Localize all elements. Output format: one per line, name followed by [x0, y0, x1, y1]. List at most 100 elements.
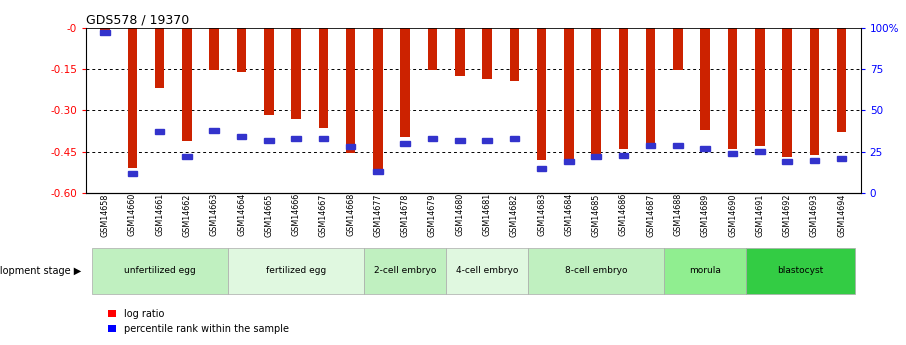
Bar [482, 28, 492, 79]
Text: GSM14684: GSM14684 [564, 193, 573, 236]
Bar [509, 136, 519, 141]
Text: GSM14683: GSM14683 [537, 193, 546, 236]
Text: fertilized egg: fertilized egg [266, 266, 326, 275]
Bar [400, 141, 410, 146]
Bar [782, 28, 792, 157]
FancyBboxPatch shape [228, 248, 364, 294]
FancyBboxPatch shape [664, 248, 747, 294]
Text: GSM14678: GSM14678 [400, 193, 410, 237]
Bar [782, 159, 792, 164]
Text: GSM14686: GSM14686 [619, 193, 628, 236]
Bar [837, 28, 846, 132]
Text: GSM14694: GSM14694 [837, 193, 846, 237]
Text: GSM14680: GSM14680 [455, 193, 464, 236]
Text: GSM14679: GSM14679 [428, 193, 437, 237]
Text: blastocyst: blastocyst [777, 266, 824, 275]
Bar [209, 28, 219, 70]
Bar [619, 152, 628, 158]
Bar [810, 28, 819, 155]
Bar [428, 28, 438, 70]
Bar [128, 28, 137, 168]
Bar [755, 149, 765, 154]
Bar [755, 28, 765, 146]
Text: GSM14682: GSM14682 [510, 193, 519, 237]
Text: GSM14666: GSM14666 [292, 193, 301, 236]
Bar [373, 169, 382, 174]
Bar [728, 28, 737, 149]
Text: 2-cell embryo: 2-cell embryo [374, 266, 437, 275]
Bar [673, 28, 683, 70]
Bar [592, 154, 601, 159]
Text: GSM14693: GSM14693 [810, 193, 819, 237]
Bar [646, 28, 655, 149]
Text: GSM14668: GSM14668 [346, 193, 355, 236]
Text: GSM14660: GSM14660 [128, 193, 137, 236]
Bar [455, 28, 465, 76]
Text: GSM14662: GSM14662 [182, 193, 191, 237]
Text: GSM14677: GSM14677 [373, 193, 382, 237]
Text: GSM14689: GSM14689 [700, 193, 709, 237]
Text: GSM14667: GSM14667 [319, 193, 328, 237]
Text: 8-cell embryo: 8-cell embryo [564, 266, 627, 275]
FancyBboxPatch shape [364, 248, 446, 294]
Bar [509, 28, 519, 81]
Text: morula: morula [689, 266, 721, 275]
Bar [101, 28, 110, 36]
FancyBboxPatch shape [528, 248, 664, 294]
Bar [564, 28, 573, 163]
Legend: log ratio, percentile rank within the sample: log ratio, percentile rank within the sa… [104, 305, 293, 338]
Bar [128, 171, 137, 176]
Text: GSM14687: GSM14687 [646, 193, 655, 237]
Bar [236, 135, 246, 139]
Bar [536, 166, 546, 171]
Bar [236, 28, 246, 72]
Text: 4-cell embryo: 4-cell embryo [456, 266, 518, 275]
Bar [564, 159, 573, 164]
Text: GSM14663: GSM14663 [210, 193, 218, 236]
Bar [810, 158, 819, 162]
Text: GSM14690: GSM14690 [728, 193, 737, 237]
Bar [155, 28, 165, 88]
Bar [592, 28, 601, 157]
Bar [346, 144, 355, 149]
Bar [428, 136, 438, 141]
Text: GSM14661: GSM14661 [155, 193, 164, 236]
Bar [155, 129, 165, 135]
FancyBboxPatch shape [446, 248, 528, 294]
Text: unfertilized egg: unfertilized egg [124, 266, 196, 275]
Bar [455, 138, 465, 143]
Bar [319, 28, 328, 128]
Bar [209, 128, 219, 133]
Bar [346, 28, 355, 153]
Bar [673, 143, 683, 148]
Text: GSM14692: GSM14692 [783, 193, 792, 237]
Bar [536, 28, 546, 160]
Bar [728, 151, 737, 156]
Bar [292, 136, 301, 141]
Bar [101, 30, 110, 35]
Bar [619, 28, 628, 149]
Bar [373, 28, 382, 175]
Text: GSM14664: GSM14664 [237, 193, 246, 236]
Text: GSM14685: GSM14685 [592, 193, 601, 237]
FancyBboxPatch shape [747, 248, 855, 294]
Text: GDS578 / 19370: GDS578 / 19370 [86, 13, 189, 27]
Text: GSM14688: GSM14688 [673, 193, 682, 236]
Bar [292, 28, 301, 119]
Bar [264, 138, 274, 143]
Bar [182, 154, 192, 159]
Bar [700, 146, 710, 151]
Text: development stage ▶: development stage ▶ [0, 266, 82, 276]
Bar [400, 28, 410, 137]
Text: GSM14681: GSM14681 [483, 193, 492, 236]
Bar [646, 143, 655, 148]
Text: GSM14665: GSM14665 [265, 193, 274, 237]
Bar [182, 28, 192, 141]
Text: GSM14691: GSM14691 [756, 193, 765, 237]
FancyBboxPatch shape [92, 248, 228, 294]
Bar [837, 156, 846, 161]
Text: GSM14658: GSM14658 [101, 193, 110, 237]
Bar [264, 28, 274, 115]
Bar [482, 138, 492, 143]
Bar [700, 28, 710, 130]
